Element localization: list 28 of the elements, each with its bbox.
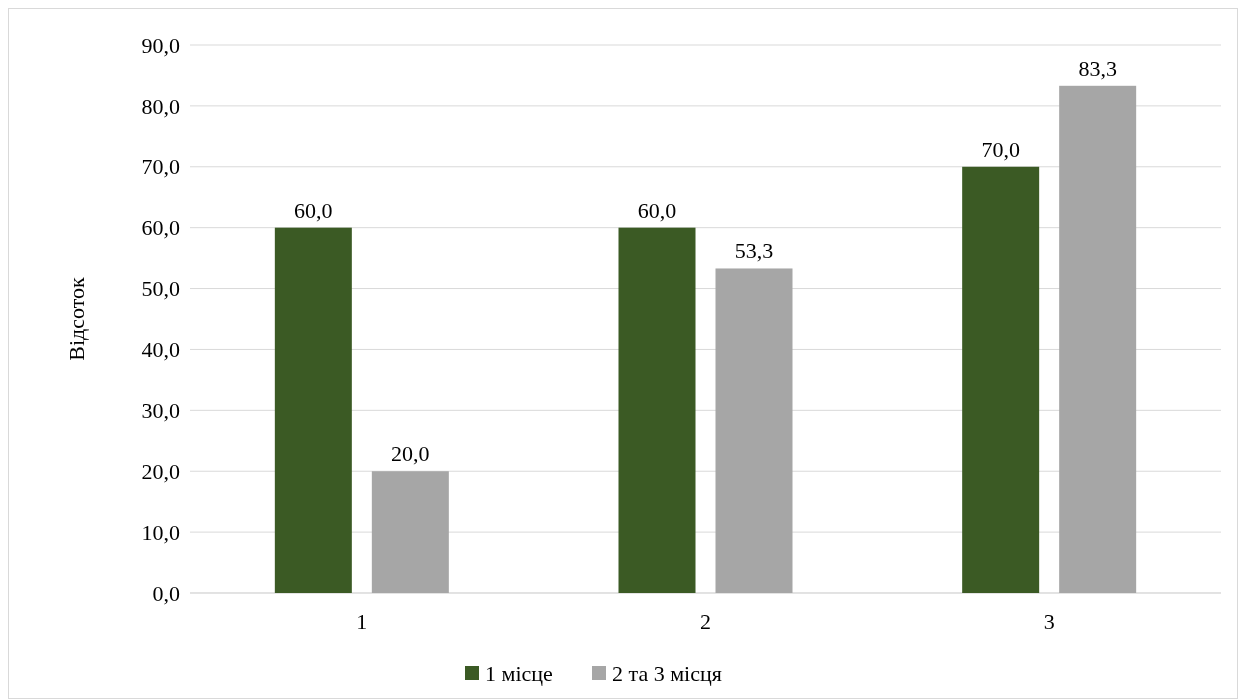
x-tick-label: 2 (700, 609, 711, 634)
legend-label: 2 та 3 місця (612, 660, 722, 686)
bar (274, 227, 352, 593)
bar (1059, 85, 1137, 593)
x-tick-label: 3 (1043, 609, 1055, 634)
bar (371, 471, 449, 593)
y-tick-label: 70,0 (141, 154, 180, 180)
data-label: 83,3 (1078, 55, 1117, 81)
data-label: 60,0 (637, 197, 677, 223)
y-tick-label: 50,0 (141, 276, 180, 302)
y-tick-label: 0,0 (152, 580, 180, 606)
y-tick-label: 60,0 (141, 215, 180, 241)
y-tick-label: 10,0 (141, 519, 180, 545)
y-tick-label: 80,0 (141, 93, 180, 119)
bar (618, 227, 696, 593)
y-axis-title: Відсоток (64, 276, 89, 361)
data-label: 53,3 (734, 238, 774, 264)
y-tick-label: 90,0 (141, 32, 180, 58)
data-label: 20,0 (391, 441, 430, 467)
bar (715, 268, 793, 593)
data-label: 60,0 (294, 197, 333, 223)
y-tick-label: 40,0 (141, 337, 180, 363)
bar (962, 166, 1040, 593)
x-tick-label: 1 (356, 609, 368, 634)
legend-label: 1 місце (485, 660, 553, 686)
y-tick-label: 20,0 (141, 458, 180, 484)
data-label: 70,0 (981, 136, 1020, 162)
y-tick-label: 30,0 (141, 398, 180, 424)
